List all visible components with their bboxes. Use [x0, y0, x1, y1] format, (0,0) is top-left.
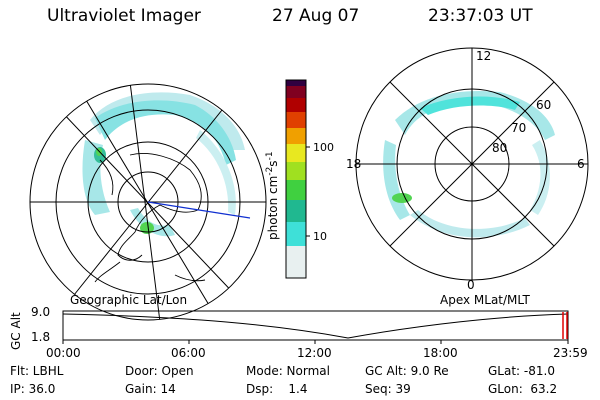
- altitude-curve: [62, 313, 569, 339]
- aurora-emission-left: [82, 92, 245, 237]
- mlt-lines: [356, 48, 588, 280]
- info-gc-alt: GC Alt: 9.0 Re: [365, 364, 449, 378]
- time-label: 23:37:03 UT: [428, 6, 533, 26]
- magnetic-polar-plot: 12 18 6 0 60 70 80: [346, 47, 589, 292]
- info-glon: GLon: 63.2: [488, 382, 558, 396]
- altitude-ytick-low: 1.8: [31, 330, 51, 344]
- altitude-ylabel: GC Alt: [9, 312, 23, 350]
- info-gain: Gain: 14: [125, 382, 176, 396]
- geographic-map: [29, 83, 267, 321]
- colorbar-unit-label: photon cm-2s-1: [265, 151, 280, 240]
- xtick-1800: 18:00: [423, 346, 458, 360]
- mlt-label-6: 6: [577, 157, 585, 171]
- xtick-0600: 06:00: [171, 346, 206, 360]
- apex-label: Apex MLat/MLT: [440, 293, 530, 307]
- instrument-title: Ultraviolet Imager: [47, 6, 201, 26]
- xtick-0000: 00:00: [46, 346, 81, 360]
- altitude-ytick-high: 9.0: [31, 305, 51, 319]
- info-door: Door: Open: [125, 364, 194, 378]
- info-ip: IP: 36.0: [10, 382, 56, 396]
- xtick-1200: 12:00: [297, 346, 332, 360]
- colorbar-tick-100: 100: [313, 141, 334, 154]
- longitude-lines: [30, 84, 266, 320]
- mlat-label-80: 80: [492, 141, 507, 155]
- mlt-label-0: 0: [467, 278, 475, 292]
- info-mode: Mode: Normal: [246, 364, 330, 378]
- info-dsp: Dsp: 1.4: [246, 382, 308, 396]
- title-bar: Ultraviolet Imager 27 Aug 07 23:37:03 UT: [0, 6, 600, 30]
- colorbar-tick-10: 10: [313, 230, 327, 243]
- geographic-label: Geographic Lat/Lon: [70, 293, 188, 307]
- info-filter: Flt: LBHL: [10, 364, 64, 378]
- spacecraft-track: [147, 201, 251, 219]
- info-seq: Seq: 39: [365, 382, 411, 396]
- mlt-label-12: 12: [476, 49, 491, 63]
- mlt-label-18: 18: [346, 157, 361, 171]
- colorbar: 100 10 photon cm-2s-1: [265, 79, 334, 279]
- mlat-label-60: 60: [536, 98, 551, 112]
- altitude-plot: GC Alt: [9, 310, 569, 350]
- info-glat: GLat: -81.0: [488, 364, 555, 378]
- mlat-label-70: 70: [511, 121, 526, 135]
- xtick-2359: 23:59: [553, 346, 588, 360]
- aurora-emission-right: [383, 90, 555, 238]
- date-label: 27 Aug 07: [272, 6, 360, 26]
